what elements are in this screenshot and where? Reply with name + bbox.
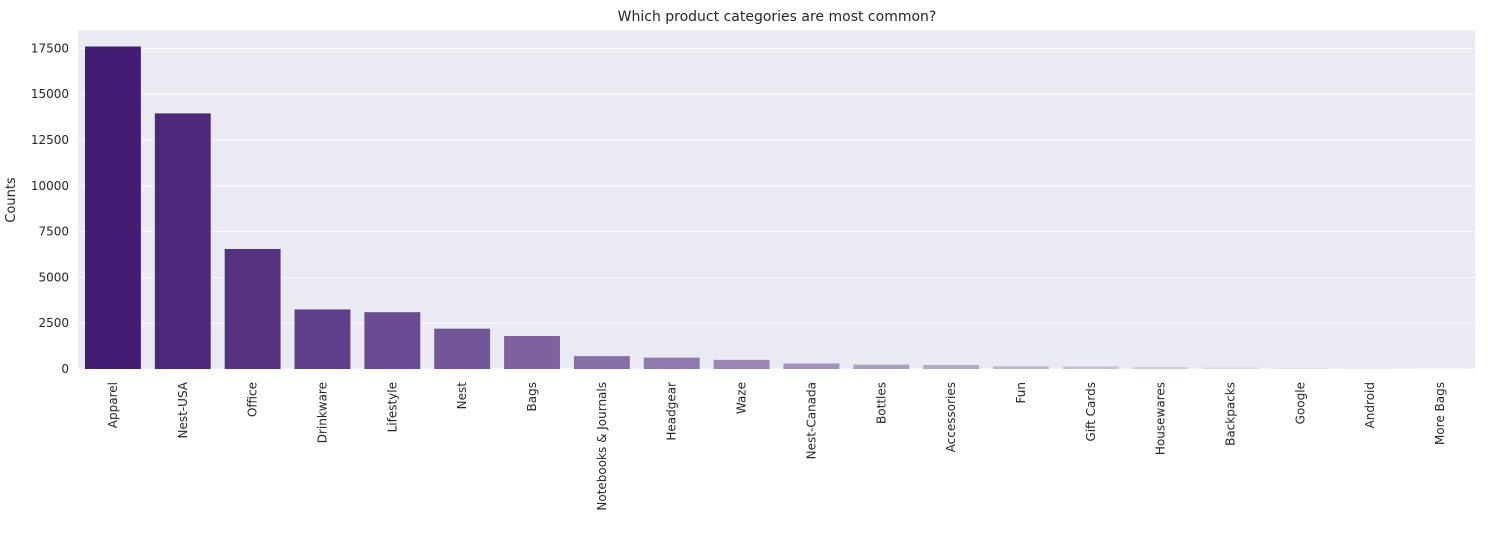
x-tick-label: Android (1363, 382, 1377, 428)
x-tick-label: Gift Cards (1084, 382, 1098, 442)
bar-nest (434, 328, 491, 369)
y-tick-label: 7500 (38, 225, 69, 239)
bar-accessories (923, 364, 980, 369)
x-tick-label: Accessories (944, 382, 958, 452)
x-tick-label: Notebooks & Journals (595, 382, 609, 511)
x-tick-label: More Bags (1433, 382, 1447, 445)
y-tick-label: 0 (61, 362, 69, 376)
x-tick-label: Google (1293, 382, 1307, 424)
bar-nest-canada (783, 363, 840, 369)
bar-headgear (643, 357, 700, 369)
bar-drinkware (294, 309, 351, 369)
x-axis-ticks: Apparel Nest-USA Office Drinkware Lifestyle N… (106, 381, 1447, 510)
bar-waze (713, 359, 770, 369)
x-tick-label: Bags (525, 382, 539, 411)
x-tick-label: Nest-USA (176, 381, 190, 438)
x-tick-label: Office (246, 382, 260, 417)
y-axis-ticks: 0 2500 5000 7500 10000 12500 15000 17500 (31, 41, 69, 376)
y-tick-label: 2500 (38, 316, 69, 330)
bar-notebooks-journals (573, 356, 630, 369)
x-tick-label: Nest-Canada (804, 382, 818, 459)
bars (84, 46, 1469, 370)
bar-nest-usa (154, 113, 211, 370)
x-tick-label: Headgear (665, 382, 679, 441)
x-tick-label: Lifestyle (385, 382, 399, 432)
y-tick-label: 5000 (38, 270, 69, 284)
x-tick-label: Fun (1014, 382, 1028, 403)
bar-more-bags (1412, 368, 1469, 369)
x-tick-label: Apparel (106, 382, 120, 428)
bar-housewares (1132, 366, 1189, 369)
chart-title: Which product categories are most common… (618, 9, 937, 25)
x-tick-label: Bottles (874, 382, 888, 424)
bar-gift-cards (1062, 366, 1119, 369)
bar-bottles (853, 364, 910, 369)
bar-fun (993, 366, 1049, 369)
bar-android (1342, 368, 1399, 369)
x-tick-label: Waze (735, 382, 749, 414)
y-tick-label: 10000 (31, 179, 69, 193)
y-tick-label: 17500 (31, 41, 69, 55)
y-axis-title: Counts (4, 177, 19, 223)
plot-area (78, 30, 1475, 369)
x-tick-label: Housewares (1154, 382, 1168, 455)
y-tick-label: 12500 (31, 133, 69, 147)
x-tick-label: Drinkware (315, 382, 329, 443)
y-tick-label: 15000 (31, 87, 69, 101)
bar-office (224, 248, 281, 369)
bar-apparel (84, 46, 141, 370)
bar-backpacks (1202, 367, 1259, 369)
x-tick-label: Nest (455, 382, 469, 410)
bar-bags (504, 336, 560, 369)
bar-lifestyle (364, 312, 421, 369)
x-tick-label: Backpacks (1224, 382, 1238, 446)
bar-google (1272, 367, 1329, 369)
